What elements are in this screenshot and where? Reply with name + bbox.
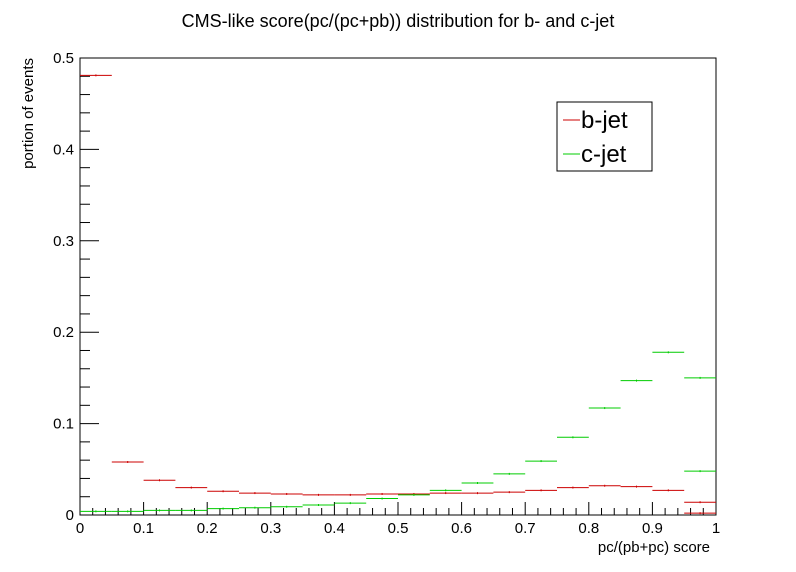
y-tick-label: 0.3 — [53, 233, 74, 250]
x-tick-label: 1 — [712, 520, 720, 537]
x-axis-label: pc/(pb+pc) score — [598, 539, 710, 556]
x-tick-label: 0.9 — [642, 520, 663, 537]
y-tick-label: 0.2 — [53, 324, 74, 341]
x-tick-label: 0.2 — [197, 520, 218, 537]
x-tick-label: 0.8 — [578, 520, 599, 537]
y-axis-label: portion of events — [20, 58, 37, 169]
x-tick-label: 0 — [76, 520, 84, 537]
y-tick-label: 0.4 — [53, 141, 74, 158]
series-layer — [80, 74, 716, 515]
legend: b-jet c-jet — [556, 101, 653, 172]
x-tick-label: 0.3 — [260, 520, 281, 537]
legend-label-b-jet: b-jet — [581, 107, 628, 134]
y-tick-label: 0 — [66, 507, 74, 524]
legend-label-c-jet: c-jet — [581, 141, 627, 168]
y-tick-label: 0.1 — [53, 416, 74, 433]
x-tick-label: 0.6 — [451, 520, 472, 537]
chart-title: CMS-like score(pc/(pc+pb)) distribution … — [182, 11, 615, 31]
y-tick-label: 0.5 — [53, 50, 74, 67]
axis-ticks: 0 0.1 0.2 0.3 0.4 0.5 0.6 0.7 0.8 0.9 1 0 0.1 0.2 0.3 0… — [53, 50, 720, 537]
x-tick-label: 0.5 — [388, 520, 409, 537]
legend-box — [556, 101, 653, 172]
x-tick-label: 0.1 — [133, 520, 154, 537]
x-tick-label: 0.4 — [324, 520, 345, 537]
series-c-jet — [80, 351, 716, 513]
x-tick-label: 0.7 — [515, 520, 536, 537]
